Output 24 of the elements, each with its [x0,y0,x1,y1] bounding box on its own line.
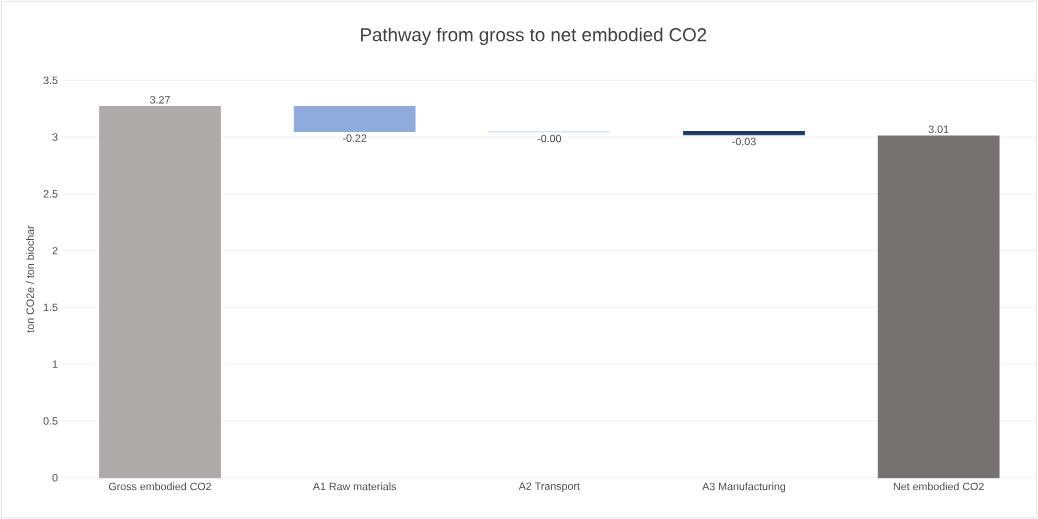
y-tick-label: 3 [52,133,58,141]
y-tick-label: 1.5 [43,303,58,312]
data-label: -0.03 [732,137,756,146]
x-tick-label: A3 Manufacturing [702,482,786,493]
y-tick-label: 2 [52,246,58,255]
x-tick-label: Gross embodied CO2 [108,482,212,491]
y-tick-label: 0.5 [43,417,58,425]
data-label: 3.27 [150,95,170,104]
bar [293,105,416,132]
x-tick-label: Net embodied CO2 [893,482,984,491]
y-tick-label: 2.5 [43,190,58,198]
x-tick-label: A2 Transport [518,482,580,493]
chart-title: Pathway from gross to net embodied CO2 [361,27,707,46]
bar [877,135,1000,479]
bar [99,105,221,479]
data-label: -0.00 [537,134,562,143]
y-tick-label: 0 [52,473,58,482]
data-label: -0.22 [343,134,367,142]
data-label: 3.01 [928,125,949,134]
y-tick-label: 3.5 [43,76,58,85]
x-tick-label: A1 Raw materials [312,482,397,491]
y-axis-title: ton CO2e / ton biochar [26,225,34,333]
y-tick-label: 1 [52,360,58,368]
bar [683,130,805,136]
